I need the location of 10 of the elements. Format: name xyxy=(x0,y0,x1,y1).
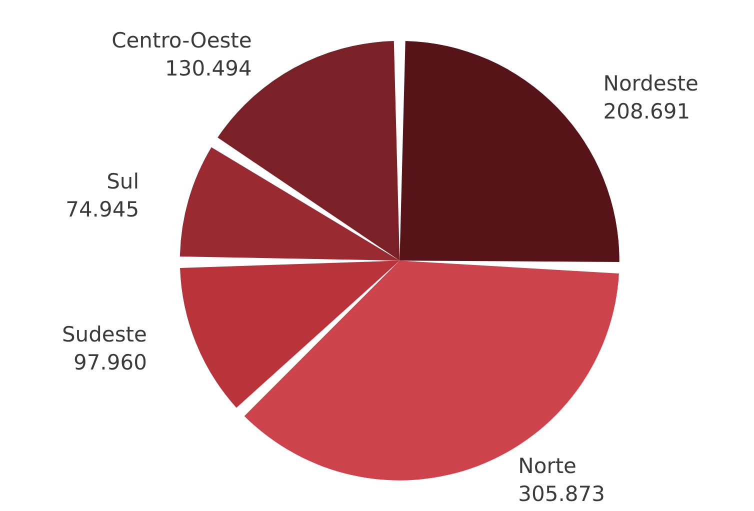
slice-label: Sudeste xyxy=(62,322,147,346)
slice-label: Centro-Oeste xyxy=(112,28,252,53)
data-label: 130.494 xyxy=(164,56,252,81)
data-label: 208.691 xyxy=(603,99,690,124)
slice-label: Nordeste xyxy=(603,71,698,96)
slice-label: Sul xyxy=(106,170,140,194)
data-label: 74.945 xyxy=(66,198,140,222)
data-label: 305.873 xyxy=(518,482,605,506)
slice-label: Norte xyxy=(518,454,576,478)
data-label: 97.960 xyxy=(73,350,147,374)
